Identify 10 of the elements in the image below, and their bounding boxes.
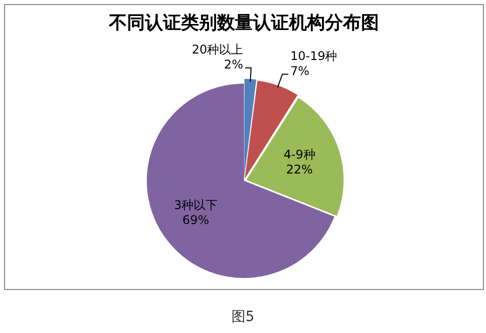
chart-title: 不同认证类别数量认证机构分布图 — [108, 12, 379, 34]
slice-label: 3种以下 — [174, 198, 218, 212]
data-label: 22% — [286, 162, 313, 176]
data-label: 2% — [224, 57, 244, 72]
data-label: 69% — [182, 213, 210, 228]
data-label: 7% — [290, 64, 310, 78]
slice-label: 4-9种 — [284, 147, 316, 162]
slice-label: 10-19种 — [290, 48, 338, 63]
caption: 图5 — [230, 308, 256, 326]
slice-label: 20种以上 — [192, 42, 244, 56]
